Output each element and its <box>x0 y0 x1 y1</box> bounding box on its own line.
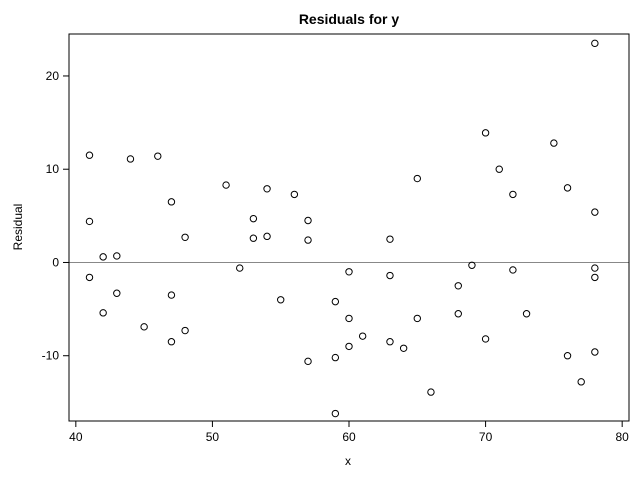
data-point <box>99 309 107 317</box>
y-tick-label: 0 <box>52 255 59 269</box>
data-point <box>345 342 353 351</box>
x-tick-label: 70 <box>479 430 493 444</box>
data-point <box>358 332 367 340</box>
x-tick-label: 60 <box>342 430 356 444</box>
data-point <box>509 266 517 274</box>
data-point <box>249 214 258 223</box>
y-tick-label: -10 <box>42 349 60 363</box>
data-point <box>563 184 572 192</box>
data-point <box>140 323 148 331</box>
data-point <box>386 235 394 243</box>
data-point <box>591 264 599 272</box>
plot-area: 40 50 60 70 80 -10 0 10 20 <box>42 33 630 444</box>
data-point <box>468 261 476 269</box>
data-point <box>154 152 162 160</box>
data-point <box>304 357 312 366</box>
data-point <box>345 268 353 276</box>
data-point <box>399 344 408 352</box>
data-point <box>331 353 340 362</box>
data-point <box>126 155 135 163</box>
data-point <box>591 208 599 216</box>
y-tick-label: 10 <box>46 162 60 176</box>
data-point <box>591 273 599 282</box>
data-point <box>85 217 94 226</box>
data-point <box>413 174 421 183</box>
data-point <box>331 409 340 418</box>
data-point <box>577 378 585 386</box>
data-point <box>99 253 107 261</box>
data-point <box>331 297 340 306</box>
data-point <box>386 338 394 346</box>
data-point <box>277 296 285 304</box>
data-point <box>181 326 189 335</box>
y-tick-label: 20 <box>46 69 60 83</box>
data-point <box>263 185 271 193</box>
plot-frame <box>68 33 630 422</box>
data-point <box>113 252 121 260</box>
data-point <box>345 314 353 323</box>
data-point <box>236 264 244 272</box>
x-tick-label: 40 <box>69 430 83 444</box>
x-axis-label: x <box>345 454 351 468</box>
data-point <box>454 282 462 290</box>
data-point <box>454 310 462 318</box>
data-point <box>263 232 271 241</box>
y-axis-label: Residual <box>11 204 25 251</box>
data-point <box>85 273 94 282</box>
data-point <box>167 291 176 299</box>
data-point <box>481 129 490 137</box>
data-point <box>522 310 531 318</box>
data-point <box>167 198 176 206</box>
data-point <box>509 190 517 199</box>
data-point <box>386 271 394 280</box>
data-point <box>495 165 503 173</box>
data-point <box>304 216 312 225</box>
data-point <box>222 181 230 189</box>
data-point <box>290 190 299 199</box>
data-point <box>167 338 176 346</box>
x-tick-label: 80 <box>615 430 629 444</box>
data-point <box>550 139 558 147</box>
data-point <box>181 233 189 241</box>
chart-title: Residuals for y <box>299 11 400 27</box>
data-point <box>591 348 599 356</box>
data-point <box>563 352 572 360</box>
data-point <box>249 234 258 242</box>
data-point <box>113 289 121 297</box>
x-tick-label: 50 <box>206 430 220 444</box>
data-point <box>427 388 435 396</box>
data-point <box>481 335 490 343</box>
data-point <box>85 151 94 159</box>
data-point <box>413 314 421 323</box>
data-point <box>304 236 312 244</box>
data-point <box>591 39 599 48</box>
